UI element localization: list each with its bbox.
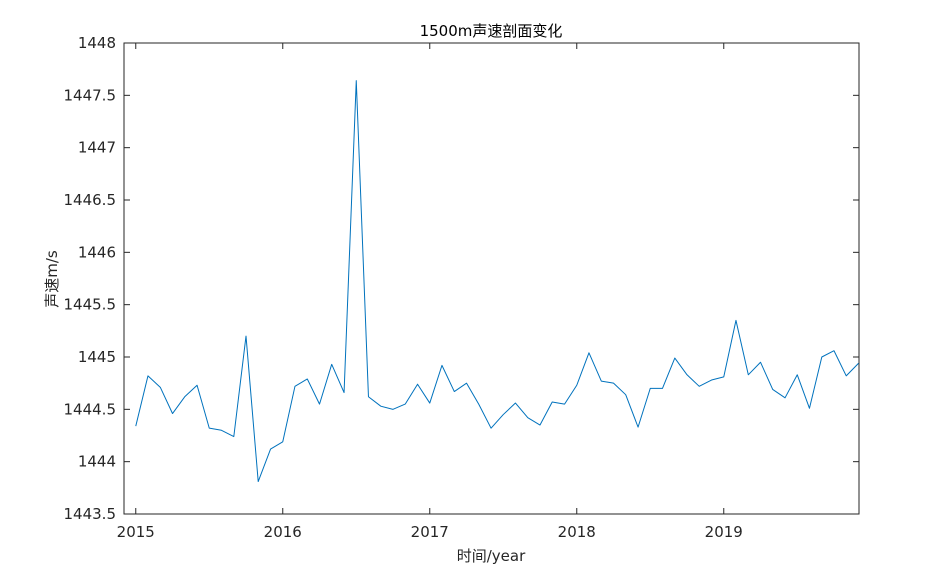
series-line xyxy=(135,80,859,483)
axes-box xyxy=(123,42,860,515)
y-tick-label: 1445 xyxy=(78,348,116,366)
plot-area: 1443.5 1444 1444.5 1445 1445.5 1446 1446.5 1447… xyxy=(64,34,860,541)
y-axis-title: 声速m/s xyxy=(43,250,61,308)
x-tick-label: 2016 xyxy=(264,523,302,541)
y-tick-label: 1444.5 xyxy=(64,400,117,418)
y-tick-label: 1444 xyxy=(78,453,116,471)
x-tick-label: 2015 xyxy=(117,523,155,541)
y-tick-label: 1448 xyxy=(78,34,116,52)
x-axis-title: 时间/year xyxy=(457,547,526,565)
x-tick-label: 2017 xyxy=(411,523,449,541)
y-tick-label: 1445.5 xyxy=(64,296,117,314)
x-tick-label: 2018 xyxy=(558,523,596,541)
y-tick-label: 1447 xyxy=(78,139,116,157)
y-tick-label: 1446 xyxy=(78,243,116,261)
y-tick-label: 1446.5 xyxy=(64,191,117,209)
y-tick-label: 1443.5 xyxy=(64,505,117,523)
y-tick-label: 1447.5 xyxy=(64,86,117,104)
x-tick-label: 2019 xyxy=(705,523,743,541)
chart-title: 1500m声速剖面变化 xyxy=(420,22,563,40)
